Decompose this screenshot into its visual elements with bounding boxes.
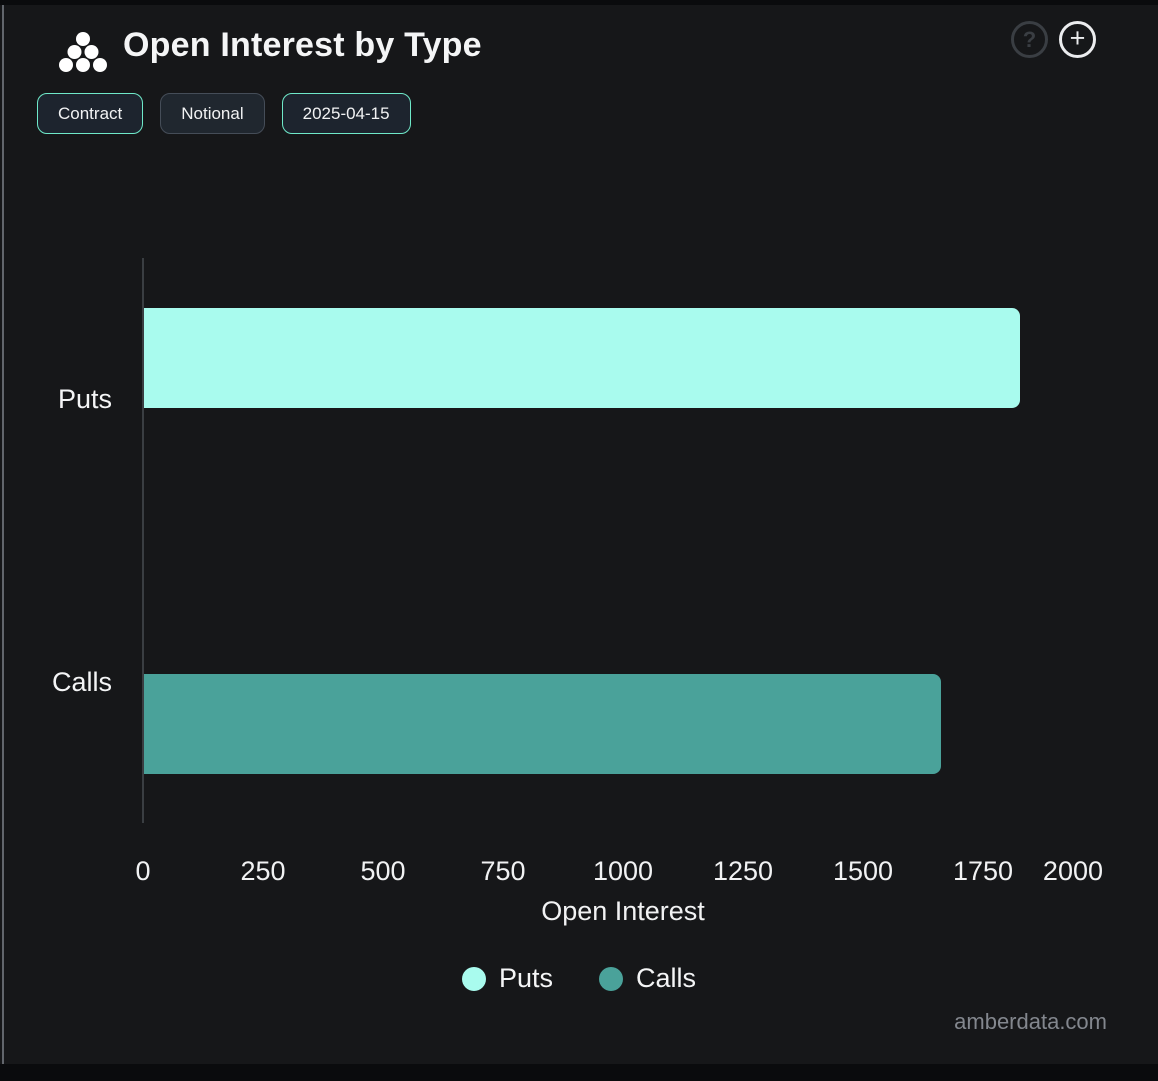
bar-chart: Puts Calls 0 250 500 750 1000 1250 1500 1750 200… <box>0 5 1158 1081</box>
x-tick-label: 1500 <box>832 856 894 886</box>
legend-item-puts[interactable]: Puts <box>461 963 553 994</box>
legend-label-puts: Puts <box>498 963 553 993</box>
x-tick-label: 2000 <box>1042 856 1103 886</box>
help-icon[interactable]: ? <box>1011 21 1048 58</box>
notional-toggle-button[interactable]: Notional <box>160 93 265 134</box>
x-tick-label: 250 <box>240 856 286 886</box>
contract-toggle-button[interactable]: Contract <box>37 93 144 134</box>
puts-bar[interactable] <box>144 308 1020 408</box>
category-label-calls: Calls <box>51 667 112 697</box>
calls-legend-dot-icon <box>599 966 623 991</box>
watermark: amberdata.com <box>954 1009 1107 1034</box>
add-icon[interactable]: + <box>1059 21 1096 58</box>
category-label-puts: Puts <box>57 384 112 414</box>
card-left-border <box>2 5 4 1064</box>
page-title: Open Interest by Type <box>123 26 482 64</box>
legend-item-calls[interactable]: Calls <box>599 963 696 994</box>
x-axis-title: Open Interest <box>541 896 705 926</box>
x-tick-label: 1000 <box>592 856 654 886</box>
open-interest-widget: Open Interest by Type ? + Contract Notio… <box>0 5 1158 1064</box>
x-tick-label: 1750 <box>952 856 1014 886</box>
x-tick-label: 750 <box>480 856 526 886</box>
x-tick-label: 0 <box>135 856 151 886</box>
x-tick-label: 1250 <box>712 856 774 886</box>
x-tick-label: 500 <box>360 856 406 886</box>
puts-legend-dot-icon <box>461 966 486 991</box>
y-axis-line <box>142 258 144 823</box>
toolbar: Contract Notional 2025-04-15 <box>37 93 411 134</box>
calls-bar[interactable] <box>144 674 941 774</box>
legend-label-calls: Calls <box>636 963 697 993</box>
amberdata-logo-icon <box>54 32 112 77</box>
date-picker-button[interactable]: 2025-04-15 <box>281 93 411 134</box>
chart-legend: Puts Calls <box>0 963 1158 994</box>
